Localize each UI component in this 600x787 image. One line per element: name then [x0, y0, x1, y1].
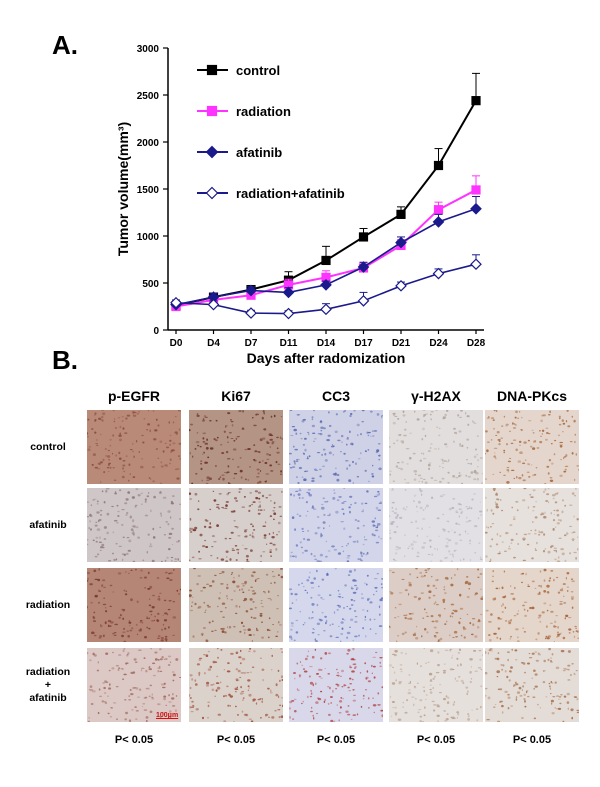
column-header: Ki67 — [221, 388, 251, 404]
ihc-image-tile — [289, 568, 383, 642]
y-axis-title: Tumor volume(mm³) — [115, 122, 131, 256]
row-label: afatinib — [18, 519, 78, 532]
radiation-afatinib-point — [207, 298, 220, 311]
ihc-image-tile — [189, 648, 283, 722]
row-label-line: afatinib — [29, 518, 67, 531]
legend-afatinib-label: afatinib — [236, 145, 282, 160]
row-label-line: radiation — [25, 598, 71, 611]
y-tick-label: 2000 — [137, 138, 160, 149]
ihc-image-tile — [289, 410, 383, 484]
ihc-image-tile — [189, 568, 283, 642]
scale-bar: 100μm — [156, 712, 179, 719]
afatinib-point — [320, 279, 332, 291]
x-tick-label: D14 — [317, 338, 336, 349]
afatinib-point — [245, 284, 257, 297]
row-label-line: radiation — [25, 665, 71, 678]
row-label-line: afatinib — [29, 691, 67, 704]
afatinib-point — [395, 236, 407, 249]
x-tick-label: D21 — [392, 338, 411, 349]
y-tick-label: 0 — [153, 326, 159, 337]
radiation-afatinib-point — [395, 279, 407, 292]
p-value-label: P< 0.05 — [316, 734, 356, 746]
x-tick-label: D4 — [207, 338, 220, 349]
y-tick-label: 2500 — [137, 91, 160, 102]
ihc-image-tile — [389, 410, 483, 484]
afatinib-point — [282, 286, 295, 299]
column-header: p-EGFR — [107, 388, 161, 404]
panel-a-label: A. — [52, 30, 78, 60]
control-point — [433, 160, 444, 171]
legend-radiation-afatinib-marker — [205, 186, 219, 200]
radiation-afatinib-point — [470, 258, 482, 271]
x-tick-label: D17 — [354, 338, 373, 349]
row-label: radiation — [18, 599, 78, 612]
legend-afatinib-marker — [205, 145, 219, 159]
radiation-point — [433, 205, 444, 215]
p-value-label: P< 0.05 — [416, 734, 456, 746]
radiation-afatinib-point — [320, 303, 332, 316]
legend-control-marker — [206, 64, 218, 76]
control-point — [358, 232, 369, 242]
p-value-label: P< 0.05 — [512, 734, 552, 746]
radiation-afatinib-point — [432, 267, 445, 280]
control-point — [396, 209, 406, 219]
ihc-image-tile — [189, 410, 283, 484]
afatinib-point — [470, 202, 482, 215]
radiation-afatinib-point — [357, 295, 370, 307]
row-label-line: control — [30, 440, 66, 453]
x-tick-label: D24 — [429, 338, 448, 349]
ihc-image-tile — [485, 410, 579, 484]
y-tick-label: 1000 — [137, 232, 160, 243]
radiation-afatinib-point — [245, 307, 257, 319]
legend-radiation-label: radiation — [236, 104, 291, 119]
ihc-image-tile — [389, 568, 483, 642]
column-header: CC3 — [321, 388, 350, 404]
radiation-point — [471, 185, 481, 195]
legend-control-label: control — [236, 63, 280, 78]
legend-radiation-marker — [206, 105, 218, 117]
y-tick-label: 3000 — [137, 44, 160, 55]
y-tick-label: 1500 — [137, 185, 160, 196]
radiation-afatinib-point — [170, 296, 182, 309]
column-header: DNA-PKcs — [496, 388, 567, 404]
ihc-image-tile — [389, 488, 483, 562]
ihc-image-tile — [485, 568, 579, 642]
ihc-image-tile — [485, 648, 579, 722]
radiation-afatinib-point — [282, 307, 295, 320]
x-tick-label: D28 — [467, 338, 486, 349]
afatinib-point — [357, 261, 370, 273]
x-tick-label: D7 — [245, 338, 258, 349]
ihc-image-tile — [389, 648, 483, 722]
ihc-image-tile — [485, 488, 579, 562]
legend-radiation-afatinib-label: radiation+afatinib — [236, 186, 345, 201]
column-header: γ-H2AX — [411, 388, 461, 404]
ihc-image-tile — [87, 648, 181, 722]
control-point — [471, 96, 481, 106]
x-axis-title: Days after radomization — [247, 350, 406, 366]
control-point — [321, 255, 331, 266]
ihc-image-tile — [87, 410, 181, 484]
panel-b-label: B. — [52, 345, 78, 375]
x-tick-label: D0 — [170, 338, 183, 349]
x-tick-label: D11 — [280, 338, 298, 349]
ihc-image-tile — [189, 488, 283, 562]
row-label: control — [18, 441, 78, 454]
p-value-label: P< 0.05 — [216, 734, 256, 746]
row-label: radiation + afatinib — [18, 666, 78, 705]
row-label-line: + — [44, 678, 52, 691]
ihc-image-tile — [87, 488, 181, 562]
y-tick-label: 500 — [142, 279, 159, 290]
afatinib-point — [432, 216, 445, 228]
ihc-image-tile — [87, 568, 181, 642]
p-value-label: P< 0.05 — [114, 734, 154, 746]
ihc-image-tile — [289, 648, 383, 722]
ihc-image-tile — [289, 488, 383, 562]
